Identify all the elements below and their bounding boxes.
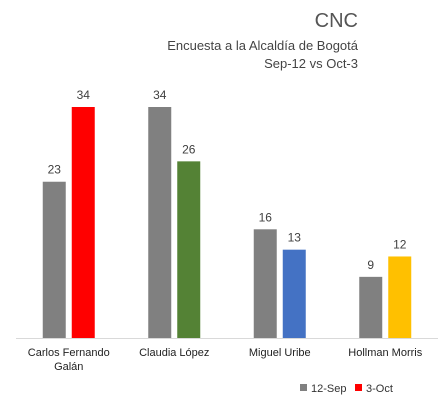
- bar-3-Oct-2: [282, 249, 306, 338]
- legend-swatch-0: [300, 384, 307, 391]
- bar-12-Sep-0: [42, 181, 66, 338]
- category-label-2: Miguel Uribe: [249, 347, 311, 359]
- category-label-3: Hollman Morris: [348, 347, 422, 359]
- legend-label-1: 3-Oct: [366, 383, 393, 395]
- chart-subtitle-line-2: Sep-12 vs Oct-3: [264, 56, 358, 71]
- data-label-12-Sep-3: 9: [367, 258, 374, 272]
- data-label-3-Oct-0: 34: [77, 88, 91, 102]
- data-label-12-Sep-2: 16: [259, 210, 273, 224]
- data-label-3-Oct-2: 13: [288, 231, 302, 245]
- chart-title: CNC: [314, 10, 358, 32]
- chart-subtitle-line-1: Encuesta a la Alcaldía de Bogotá: [167, 38, 358, 53]
- data-label-3-Oct-1: 26: [182, 142, 196, 156]
- bar-3-Oct-0: [71, 107, 95, 338]
- category-label-0-line-0: Carlos Fernando: [28, 347, 110, 359]
- category-label-1: Claudia López: [139, 347, 209, 359]
- bar-12-Sep-3: [359, 276, 383, 338]
- category-label-0-line-1: Galán: [54, 361, 83, 373]
- bar-12-Sep-1: [148, 107, 172, 338]
- data-label-12-Sep-1: 34: [153, 88, 167, 102]
- legend-label-0: 12-Sep: [311, 383, 346, 395]
- data-label-3-Oct-3: 12: [393, 237, 407, 251]
- legend-swatch-1: [355, 384, 362, 391]
- bar-12-Sep-2: [253, 229, 277, 338]
- bar-3-Oct-1: [177, 161, 201, 338]
- data-label-12-Sep-0: 23: [48, 163, 62, 177]
- bar-3-Oct-3: [388, 256, 412, 338]
